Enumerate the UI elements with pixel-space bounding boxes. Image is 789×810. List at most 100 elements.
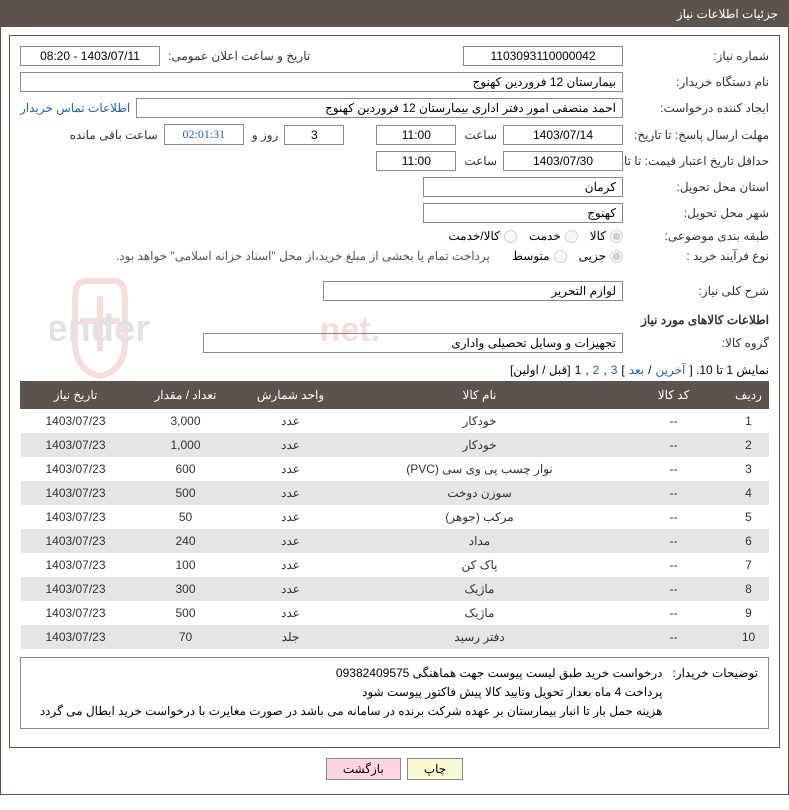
pager-last-link[interactable]: آخرین: [656, 363, 686, 377]
pager-page-2[interactable]: 2: [593, 363, 600, 377]
table-cell-name: دفتر رسید: [341, 625, 619, 649]
table-row: 7--پاک کنعدد1001403/07/23: [21, 553, 769, 577]
table-cell-unit: جلد: [241, 625, 341, 649]
col-date: تاریخ نیاز: [21, 382, 131, 409]
table-cell-qty: 100: [131, 553, 241, 577]
process-medium-label: متوسط: [512, 249, 550, 263]
table-cell-code: --: [619, 601, 729, 625]
goods-group-value: تجهیزات و وسایل تحصیلی واداری: [203, 333, 623, 353]
city-label: شهر محل تحویل:: [629, 206, 769, 220]
table-cell-n: 6: [729, 529, 769, 553]
table-cell-qty: 240: [131, 529, 241, 553]
pager-tail: [قبل / اولین]: [510, 363, 571, 377]
table-cell-date: 1403/07/23: [21, 553, 131, 577]
category-goods-radio[interactable]: [610, 230, 623, 243]
category-both-radio[interactable]: [504, 230, 517, 243]
table-cell-unit: عدد: [241, 529, 341, 553]
goods-section-title: اطلاعات کالاهای مورد نیاز: [20, 313, 769, 327]
table-cell-n: 5: [729, 505, 769, 529]
table-cell-code: --: [619, 529, 729, 553]
print-button[interactable]: چاپ: [407, 758, 463, 780]
table-cell-unit: عدد: [241, 457, 341, 481]
category-both-label: کالا/خدمت: [448, 229, 499, 243]
table-cell-qty: 300: [131, 577, 241, 601]
table-cell-qty: 70: [131, 625, 241, 649]
buyer-notes-label: توضیحات خریدار:: [672, 664, 758, 722]
category-service-option[interactable]: خدمت: [529, 229, 578, 243]
category-service-label: خدمت: [529, 229, 561, 243]
category-both-option[interactable]: کالا/خدمت: [448, 229, 516, 243]
outer-frame: جزئیات اطلاعات نیاز AriaTender .net شمار…: [0, 0, 789, 795]
validity-label: حداقل تاریخ اعتبار قیمت: تا تاریخ:: [629, 154, 769, 168]
buyer-notes-text: درخواست خرید طبق لیست پیوست جهت هماهنگی …: [40, 664, 663, 722]
pager-page-3[interactable]: 3: [611, 363, 618, 377]
table-cell-name: نوار چسب پی وی سی (PVC): [341, 457, 619, 481]
pager-sep1: /: [648, 363, 651, 377]
process-partial-label: جزیی: [579, 249, 606, 263]
buyer-contact-link[interactable]: اطلاعات تماس خریدار: [20, 101, 130, 115]
buyer-notes-box: توضیحات خریدار: درخواست خرید طبق لیست پی…: [20, 657, 769, 729]
table-row: 9--ماژیکعدد5001403/07/23: [21, 601, 769, 625]
table-cell-date: 1403/07/23: [21, 433, 131, 457]
category-service-radio[interactable]: [565, 230, 578, 243]
table-cell-date: 1403/07/23: [21, 505, 131, 529]
announce-datetime-value: 1403/07/11 - 08:20: [20, 46, 160, 66]
pager-display: نمایش 1 تا 10. [: [689, 363, 769, 377]
table-row: 4--سوزن دوختعدد5001403/07/23: [21, 481, 769, 505]
col-unit: واحد شمارش: [241, 382, 341, 409]
category-label: طبقه بندی موضوعی:: [629, 229, 769, 243]
table-cell-qty: 50: [131, 505, 241, 529]
need-number-label: شماره نیاز:: [629, 49, 769, 63]
table-cell-unit: عدد: [241, 577, 341, 601]
table-cell-name: خودکار: [341, 409, 619, 434]
table-cell-date: 1403/07/23: [21, 601, 131, 625]
process-medium-option[interactable]: متوسط: [512, 249, 567, 263]
province-value: کرمان: [423, 177, 623, 197]
province-label: استان محل تحویل:: [629, 180, 769, 194]
table-cell-qty: 500: [131, 481, 241, 505]
reply-deadline-label: مهلت ارسال پاسخ: تا تاریخ:: [629, 128, 769, 142]
announce-datetime-label: تاریخ و ساعت اعلان عمومی:: [166, 49, 310, 63]
requester-value: احمد منصفی امور دفتر اداری بیمارستان 12 …: [136, 98, 623, 118]
time-label-2: ساعت: [462, 154, 497, 168]
table-row: 6--مدادعدد2401403/07/23: [21, 529, 769, 553]
table-cell-qty: 3,000: [131, 409, 241, 434]
validity-time-value: 11:00: [376, 151, 456, 171]
pager-bracket: ]: [621, 363, 624, 377]
table-cell-date: 1403/07/23: [21, 409, 131, 434]
process-partial-radio[interactable]: [610, 250, 623, 263]
table-cell-date: 1403/07/23: [21, 529, 131, 553]
table-header-row: ردیف کد کالا نام کالا واحد شمارش تعداد /…: [21, 382, 769, 409]
notes-line-3: هزینه حمل بار تا انبار بیمارستان بر عهده…: [40, 702, 663, 721]
table-cell-name: ماژیک: [341, 601, 619, 625]
back-button[interactable]: بازگشت: [326, 758, 401, 780]
process-partial-option[interactable]: جزیی: [579, 249, 623, 263]
pager-next-link[interactable]: بعد: [629, 363, 644, 377]
table-cell-n: 4: [729, 481, 769, 505]
table-row: 5--مرکب (جوهر)عدد501403/07/23: [21, 505, 769, 529]
process-medium-radio[interactable]: [554, 250, 567, 263]
table-cell-code: --: [619, 457, 729, 481]
table-cell-code: --: [619, 505, 729, 529]
days-remaining-value: 3: [284, 125, 344, 145]
table-cell-n: 1: [729, 409, 769, 434]
table-cell-code: --: [619, 625, 729, 649]
table-cell-n: 8: [729, 577, 769, 601]
table-row: 1--خودکارعدد3,0001403/07/23: [21, 409, 769, 434]
table-cell-unit: عدد: [241, 505, 341, 529]
table-cell-name: ماژیک: [341, 577, 619, 601]
notes-line-2: پرداخت 4 ماه بعداز تحویل وتایید کالا پیش…: [40, 683, 663, 702]
table-cell-unit: عدد: [241, 481, 341, 505]
table-cell-qty: 1,000: [131, 433, 241, 457]
table-cell-date: 1403/07/23: [21, 577, 131, 601]
table-row: 10--دفتر رسیدجلد701403/07/23: [21, 625, 769, 649]
col-code: کد کالا: [619, 382, 729, 409]
category-goods-option[interactable]: کالا: [590, 229, 623, 243]
content-wrap: AriaTender .net شماره نیاز: 110309311000…: [1, 27, 788, 794]
table-cell-unit: عدد: [241, 433, 341, 457]
table-cell-name: پاک کن: [341, 553, 619, 577]
category-radio-group: کالا خدمت کالا/خدمت: [448, 229, 623, 243]
table-cell-date: 1403/07/23: [21, 457, 131, 481]
table-cell-code: --: [619, 553, 729, 577]
city-value: کهنوج: [423, 203, 623, 223]
